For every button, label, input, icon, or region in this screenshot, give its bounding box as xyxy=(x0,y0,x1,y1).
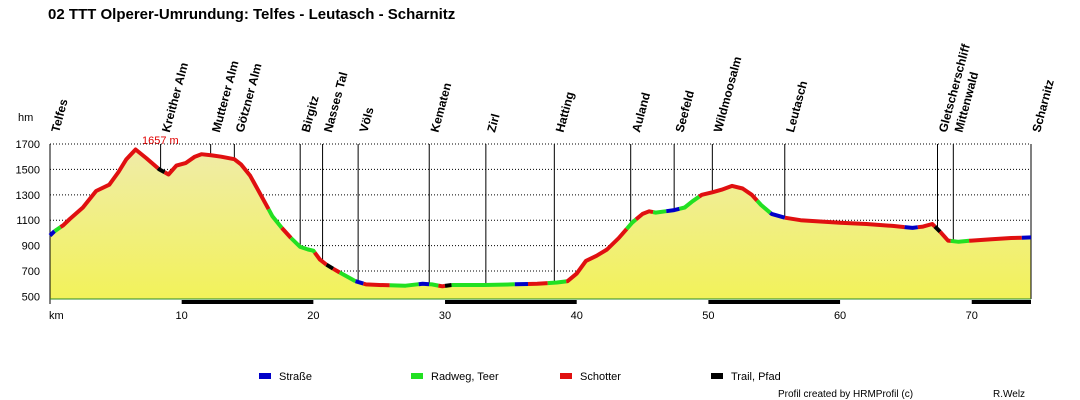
route-segment xyxy=(933,225,942,234)
route-segment xyxy=(769,211,786,220)
x-tick-label: 60 xyxy=(834,310,846,322)
credit-text: Profil created by HRMProfil (c) xyxy=(778,389,913,400)
waypoint-label: Kreither Alm xyxy=(159,61,191,134)
km-bar-segment xyxy=(708,300,841,304)
route-segment xyxy=(527,281,548,286)
waypoint-label: Auland xyxy=(629,91,653,134)
legend-swatch xyxy=(259,373,271,379)
x-tick-label: 50 xyxy=(702,310,714,322)
route-surface-line xyxy=(48,147,1032,289)
waypoint-label: Kematen xyxy=(428,81,455,134)
y-tick-label: 1100 xyxy=(16,215,40,227)
y-tick-label: 900 xyxy=(22,241,40,253)
route-segment xyxy=(938,230,951,243)
route-segment xyxy=(968,235,1022,243)
y-tick-label: 700 xyxy=(22,266,40,278)
route-segment xyxy=(444,283,452,288)
waypoint-label: Nasses Tal xyxy=(321,70,351,133)
route-segment xyxy=(280,226,293,240)
route-segment xyxy=(784,215,905,230)
route-segment xyxy=(451,282,515,287)
route-segment xyxy=(755,199,772,215)
x-tick-label: 10 xyxy=(176,310,188,322)
route-segment xyxy=(313,251,328,267)
route-segment xyxy=(325,262,335,271)
y-tick-label: 1500 xyxy=(16,164,40,176)
route-segment xyxy=(678,194,701,211)
x-tick-label: 40 xyxy=(571,310,583,322)
x-tick-label: 30 xyxy=(439,310,451,322)
route-segment xyxy=(53,225,62,233)
peak-elevation-label: 1657 m xyxy=(142,135,179,147)
route-segment xyxy=(163,152,271,211)
legend-swatch xyxy=(560,373,572,379)
route-segment xyxy=(266,208,284,230)
waypoint-label: Wildmoosalm xyxy=(711,55,745,134)
y-tick-label: 1700 xyxy=(16,139,40,151)
legend-swatch xyxy=(711,373,723,379)
route-segment xyxy=(917,222,937,230)
route-segment xyxy=(156,166,166,175)
waypoint-label: Scharnitz xyxy=(1029,78,1057,134)
elevation-area xyxy=(50,149,1031,299)
route-segment xyxy=(698,183,759,202)
tick-labels: 500 700 900 1100 1300 1500 1700 10 20 30 40 50 60 70 xyxy=(16,139,978,322)
legend-label: Straße xyxy=(279,371,312,383)
chart-title: 02 TTT Olperer-Umrundung: Telfes - Leuta… xyxy=(48,6,455,23)
y-tick-label: 500 xyxy=(22,291,40,303)
route-segment xyxy=(289,236,317,254)
km-bar-segment xyxy=(445,300,577,304)
route-segment xyxy=(625,217,638,231)
y-tick-label: 1300 xyxy=(16,190,40,202)
route-segment xyxy=(547,279,567,286)
waypoint-label: Völs xyxy=(357,105,377,133)
x-tick-label: 70 xyxy=(966,310,978,322)
route-segment xyxy=(652,209,667,215)
route-segment xyxy=(48,229,56,237)
legend-label: Trail, Pfad xyxy=(731,371,781,383)
route-segment xyxy=(59,147,160,229)
waypoint-label: Zirl xyxy=(484,112,502,134)
legend: Straße Radweg, Teer Schotter Trail, Pfad xyxy=(259,371,781,383)
route-segment xyxy=(389,282,419,288)
route-segment xyxy=(338,270,357,283)
axes xyxy=(49,144,1032,304)
legend-swatch xyxy=(411,373,423,379)
x-axis-label: km xyxy=(49,310,64,322)
route-segment xyxy=(362,281,390,288)
waypoint-lines xyxy=(160,144,954,285)
legend-label: Schotter xyxy=(580,371,621,383)
waypoint-label: Seefeld xyxy=(673,89,698,134)
route-segment xyxy=(565,227,629,284)
km-bar-segment xyxy=(181,300,314,304)
legend-label: Radweg, Teer xyxy=(431,371,499,383)
route-segment xyxy=(666,206,680,214)
route-segment xyxy=(354,279,364,286)
waypoint-label: Birgitz xyxy=(299,94,322,134)
waypoint-label: Telfes xyxy=(48,97,70,134)
route-segment xyxy=(438,283,446,289)
x-tick-label: 20 xyxy=(307,310,319,322)
route-segment xyxy=(634,209,654,221)
km-bar-segment xyxy=(971,300,1031,304)
y-axis-label: hm xyxy=(18,112,33,124)
route-segment xyxy=(332,266,341,275)
elevation-fill xyxy=(50,149,1031,299)
route-segment xyxy=(429,282,439,288)
author-text: R.Welz xyxy=(993,389,1025,400)
waypoint-label: Hatting xyxy=(553,90,577,134)
route-segment xyxy=(904,225,919,230)
route-segment xyxy=(950,238,970,244)
waypoint-label: Leutasch xyxy=(783,79,810,134)
